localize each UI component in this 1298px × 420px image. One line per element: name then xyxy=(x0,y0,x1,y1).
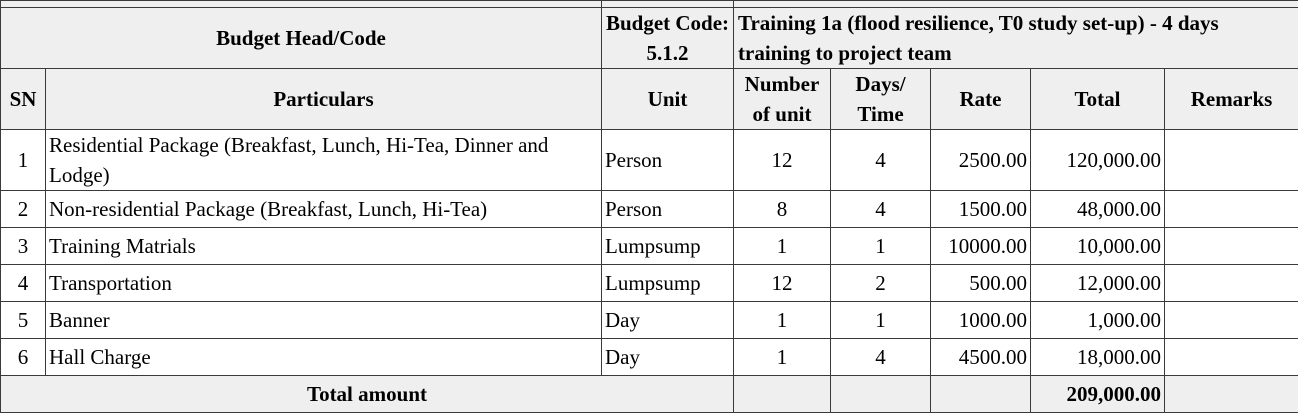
row-unit: Day xyxy=(601,301,734,339)
row-total: 12,000.00 xyxy=(1030,264,1165,302)
row-sn: 1 xyxy=(0,129,46,191)
row-sn: 3 xyxy=(0,227,46,265)
budget-code-label: Budget Code: 5.1.2 xyxy=(601,7,734,69)
total-empty-cell xyxy=(930,375,1031,413)
row-particulars: Residential Package (Breakfast, Lunch, H… xyxy=(45,129,602,191)
total-empty-cell xyxy=(830,375,931,413)
row-remarks xyxy=(1163,227,1298,265)
row-unit: Person xyxy=(601,129,734,191)
row-unit: Lumpsump xyxy=(601,227,734,265)
row-number: 1 xyxy=(733,301,831,339)
row-days: 1 xyxy=(830,301,931,339)
row-unit: Day xyxy=(601,338,734,376)
column-header-row: SN Particulars Unit Number of unit Days/… xyxy=(0,68,1298,130)
row-rate: 1000.00 xyxy=(930,301,1031,339)
top-strip-row xyxy=(0,0,1298,8)
row-days: 4 xyxy=(830,129,931,191)
row-number: 12 xyxy=(733,264,831,302)
total-row: Total amount 209,000.00 xyxy=(0,375,1298,413)
row-particulars: Hall Charge xyxy=(45,338,602,376)
row-number: 1 xyxy=(733,227,831,265)
row-total: 10,000.00 xyxy=(1030,227,1165,265)
row-remarks xyxy=(1163,301,1298,339)
row-rate: 500.00 xyxy=(930,264,1031,302)
row-number: 1 xyxy=(733,338,831,376)
row-days: 4 xyxy=(830,338,931,376)
col-header-remarks: Remarks xyxy=(1163,68,1298,130)
table-row: 2 Non-residential Package (Breakfast, Lu… xyxy=(0,190,1298,228)
row-sn: 5 xyxy=(0,301,46,339)
row-number: 12 xyxy=(733,129,831,191)
col-header-total: Total xyxy=(1030,68,1165,130)
budget-head-label: Budget Head/Code xyxy=(0,7,602,69)
row-remarks xyxy=(1163,264,1298,302)
col-header-unit: Unit xyxy=(601,68,734,130)
row-total: 1,000.00 xyxy=(1030,301,1165,339)
row-sn: 6 xyxy=(0,338,46,376)
row-remarks xyxy=(1163,338,1298,376)
row-total: 120,000.00 xyxy=(1030,129,1165,191)
row-remarks xyxy=(1163,190,1298,228)
row-total: 48,000.00 xyxy=(1030,190,1165,228)
row-days: 4 xyxy=(830,190,931,228)
row-rate: 2500.00 xyxy=(930,129,1031,191)
col-header-particulars: Particulars xyxy=(45,68,602,130)
row-particulars: Banner xyxy=(45,301,602,339)
total-remarks-cell xyxy=(1163,375,1298,413)
row-rate: 4500.00 xyxy=(930,338,1031,376)
budget-head-row: Budget Head/Code Budget Code: 5.1.2 Trai… xyxy=(0,7,1298,69)
col-header-days-time: Days/ Time xyxy=(830,68,931,130)
row-days: 2 xyxy=(830,264,931,302)
training-title: Training 1a (flood resilience, T0 study … xyxy=(732,7,1298,69)
total-amount-label: Total amount xyxy=(0,375,734,413)
row-days: 1 xyxy=(830,227,931,265)
total-empty-cell xyxy=(733,375,831,413)
row-unit: Lumpsump xyxy=(601,264,734,302)
row-unit: Person xyxy=(601,190,734,228)
table-row: 3 Training Matrials Lumpsump 1 1 10000.0… xyxy=(0,227,1298,265)
col-header-sn: SN xyxy=(0,68,46,130)
table-row: 5 Banner Day 1 1 1000.00 1,000.00 xyxy=(0,301,1298,339)
table-row: 1 Residential Package (Breakfast, Lunch,… xyxy=(0,129,1298,191)
row-total: 18,000.00 xyxy=(1030,338,1165,376)
row-sn: 4 xyxy=(0,264,46,302)
table-row: 4 Transportation Lumpsump 12 2 500.00 12… xyxy=(0,264,1298,302)
row-particulars: Transportation xyxy=(45,264,602,302)
row-number: 8 xyxy=(733,190,831,228)
row-rate: 1500.00 xyxy=(930,190,1031,228)
col-header-rate: Rate xyxy=(930,68,1031,130)
total-amount-value: 209,000.00 xyxy=(1030,375,1165,413)
table-row: 6 Hall Charge Day 1 4 4500.00 18,000.00 xyxy=(0,338,1298,376)
row-particulars: Non-residential Package (Breakfast, Lunc… xyxy=(45,190,602,228)
col-header-number-of-unit: Number of unit xyxy=(733,68,831,130)
row-particulars: Training Matrials xyxy=(45,227,602,265)
row-rate: 10000.00 xyxy=(930,227,1031,265)
row-sn: 2 xyxy=(0,190,46,228)
row-remarks xyxy=(1163,129,1298,191)
